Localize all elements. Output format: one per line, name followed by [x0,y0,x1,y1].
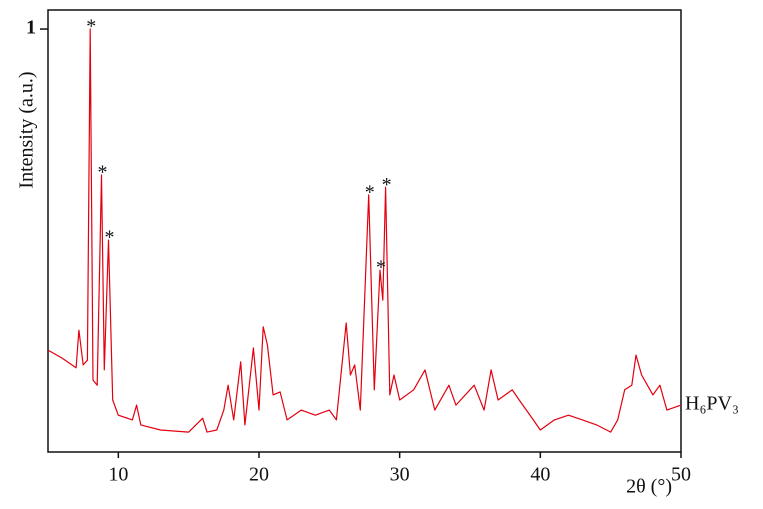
data-line [47,28,682,433]
plot-frame [47,9,682,453]
x-tick-label: 40 [530,464,550,486]
x-tick-label: 50 [671,464,691,486]
x-tick-label: 10 [108,464,128,486]
peak-marker: * [86,16,96,38]
x-axis-label: 2θ (°) [626,476,672,498]
peak-marker: * [365,181,375,203]
x-tick-label: 20 [249,464,269,486]
x-tick-label: 30 [390,464,410,486]
peak-marker: * [382,174,392,196]
y-tick-label: 1 [26,17,36,39]
y-axis-label: Intensity (a.u.) [16,71,38,188]
peak-marker: * [97,162,107,184]
peak-marker: * [376,257,386,279]
peak-marker: * [104,227,114,249]
series-label: H₆PV₃ [685,393,739,415]
